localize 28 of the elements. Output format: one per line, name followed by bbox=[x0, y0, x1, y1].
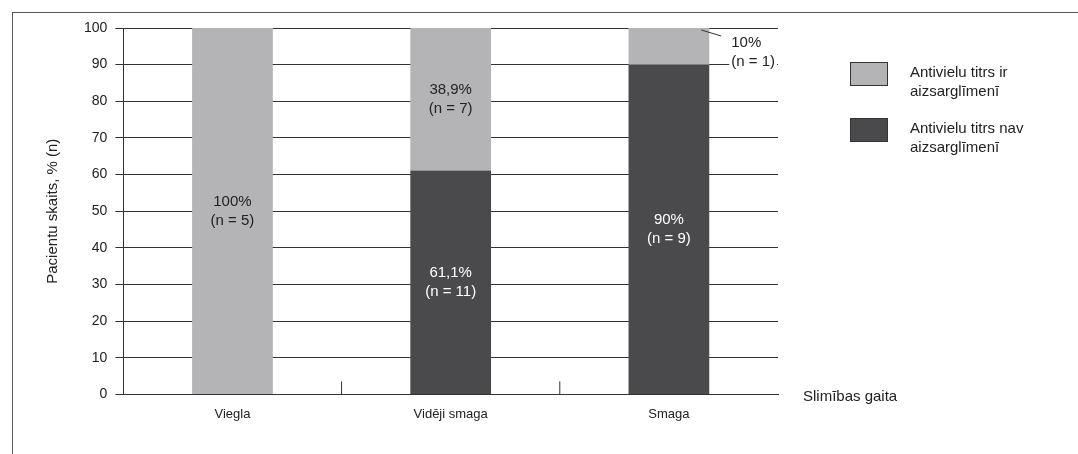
data-label: 38,9% (n = 7) bbox=[428, 79, 473, 116]
bar bbox=[628, 28, 710, 65]
y-tick-label: 40 bbox=[91, 238, 108, 255]
data-label: 61,1% (n = 11) bbox=[425, 262, 477, 299]
y-tick-label: 20 bbox=[91, 311, 108, 328]
y-axis-title: Pacientu skaits, % (n) bbox=[43, 138, 61, 284]
y-tick-label: 90 bbox=[91, 55, 108, 72]
y-tick-label: 50 bbox=[91, 202, 108, 219]
y-tick-label: 70 bbox=[91, 128, 108, 145]
legend-label: Antivielu titrs nav aizsarglīmenī bbox=[910, 118, 1025, 156]
bar bbox=[410, 170, 492, 394]
y-tick-label: 60 bbox=[91, 165, 108, 182]
bar bbox=[410, 28, 492, 171]
data-label: 90% (n = 9) bbox=[647, 209, 691, 246]
bar bbox=[192, 28, 273, 394]
y-tick-label: 100 bbox=[84, 18, 108, 35]
data-label: 100% (n = 5) bbox=[210, 191, 255, 228]
x-axis-title: Slimības gaita bbox=[803, 386, 898, 404]
y-tick-label: 80 bbox=[91, 92, 108, 109]
y-tick-label: 30 bbox=[91, 275, 108, 292]
x-tick-label: Viegla bbox=[214, 405, 252, 421]
legend-label: Antivielu titrs ir aizsarglīmenī bbox=[910, 62, 1009, 100]
data-label: 10% (n = 1) bbox=[731, 32, 776, 69]
y-tick-label: 10 bbox=[91, 348, 108, 365]
x-tick-label: Vidēji smaga bbox=[413, 405, 489, 421]
bar bbox=[628, 64, 710, 394]
y-tick-label: 0 bbox=[99, 385, 108, 402]
x-tick-label: Smaga bbox=[648, 405, 691, 421]
